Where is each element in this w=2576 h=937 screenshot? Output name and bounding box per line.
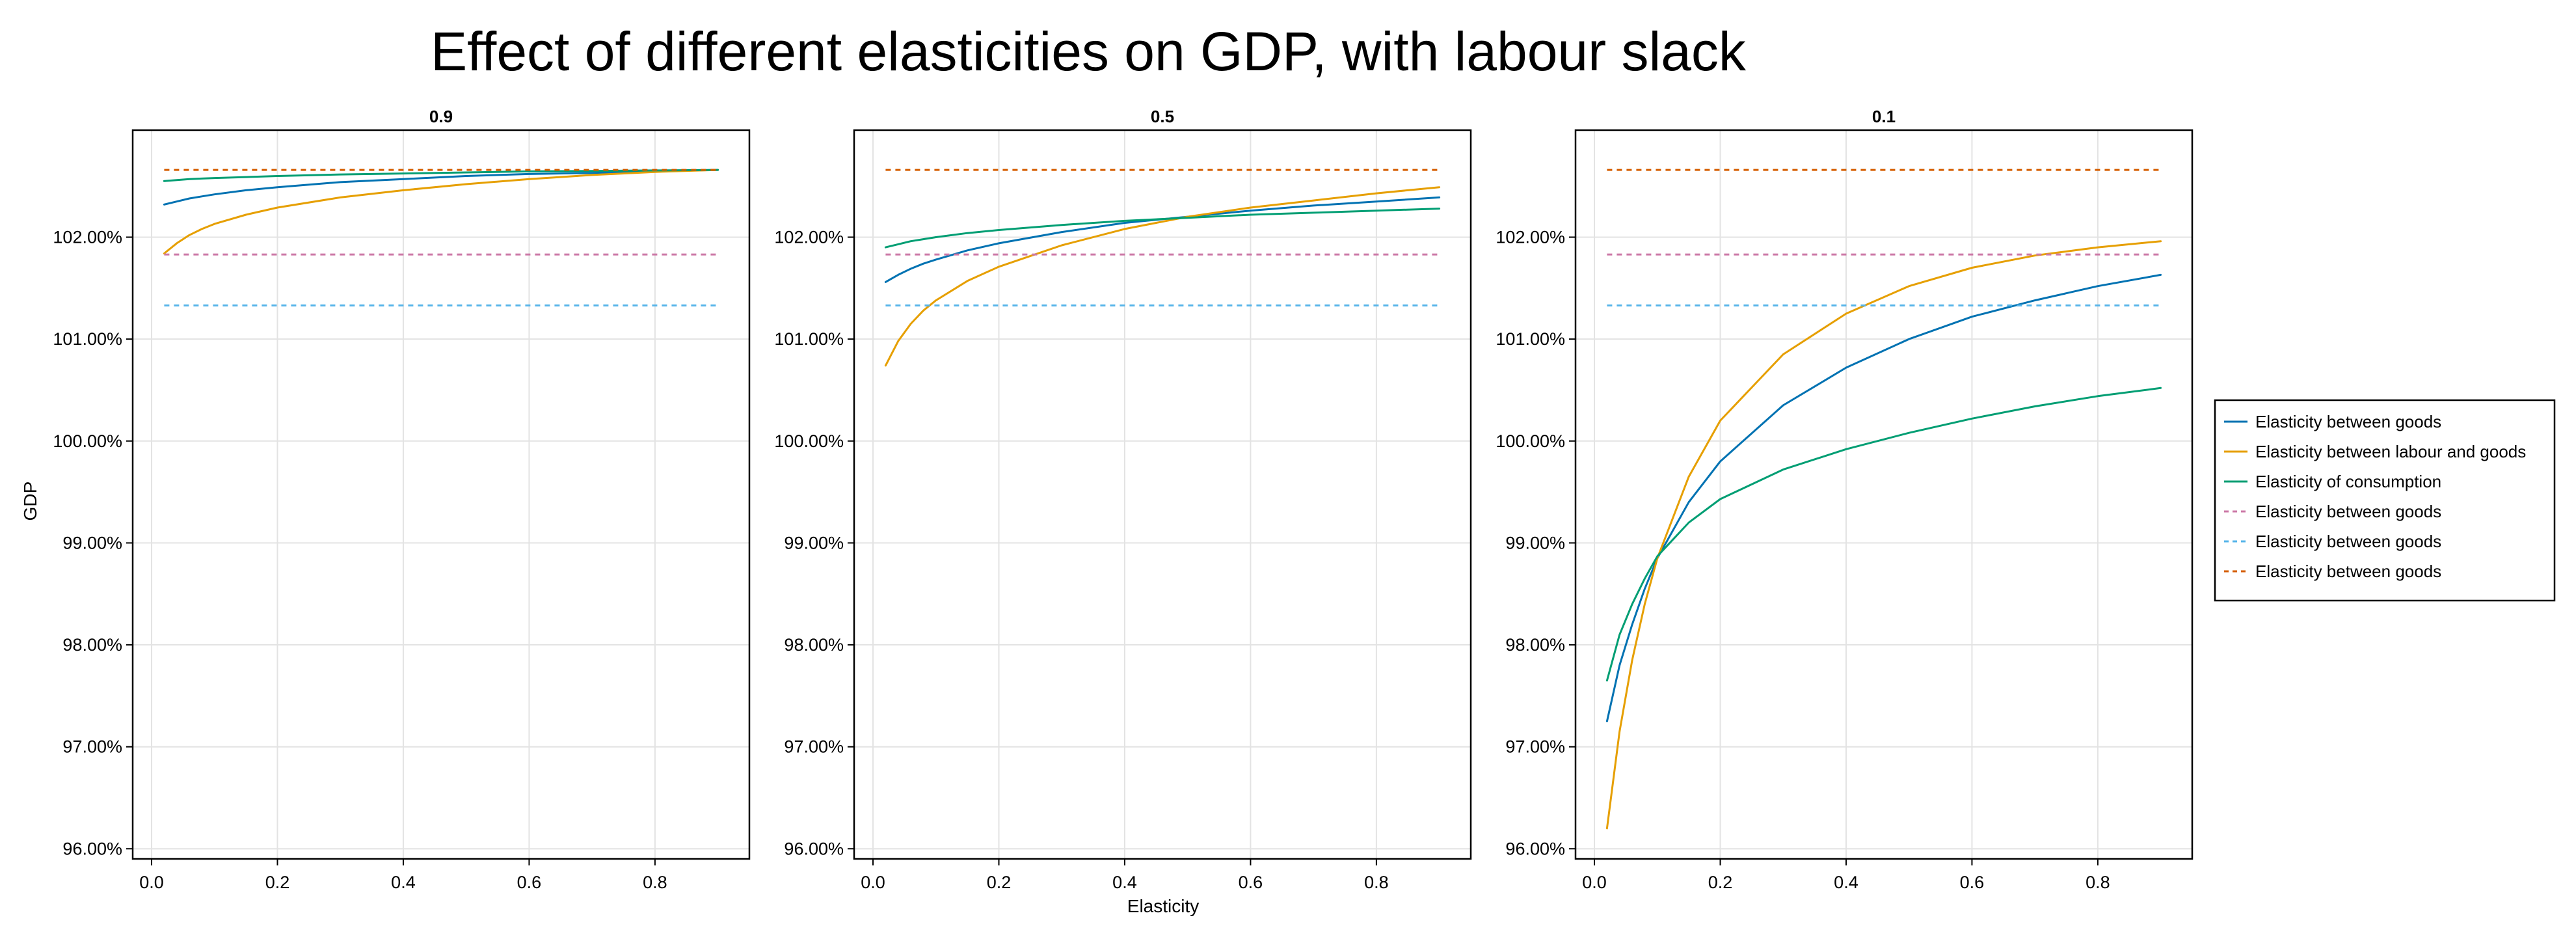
y-tick-label: 101.00% xyxy=(53,329,122,349)
y-tick-label: 99.00% xyxy=(1505,533,1565,552)
plot-frame xyxy=(131,129,751,860)
legend-box xyxy=(2214,399,2556,602)
y-tick-label: 101.00% xyxy=(1496,329,1565,349)
x-tick-label: 0.0 xyxy=(861,873,885,892)
series-line-3 xyxy=(163,169,719,182)
series-line-2 xyxy=(163,169,719,254)
series-line-1 xyxy=(163,169,719,206)
y-tick-label: 98.00% xyxy=(784,635,844,655)
panel-3: 96.00% 97.00% 98.00% 99.00% 100.00% 101.00% 10… xyxy=(1496,107,2194,892)
y-tick-label: 102.00% xyxy=(53,227,122,247)
x-tick-label: 0.6 xyxy=(517,873,542,892)
x-tick-label: 0.4 xyxy=(391,873,416,892)
x-tick-label: 0.0 xyxy=(139,873,164,892)
panel-title: 0.1 xyxy=(1872,107,1896,126)
x-tick-label: 0.6 xyxy=(1960,873,1985,892)
y-tick-label: 100.00% xyxy=(1496,431,1565,451)
legend-label: Elasticity of consumption xyxy=(2255,472,2441,491)
panel-2: 96.00% 97.00% 98.00% 99.00% 100.00% 101.00% 10… xyxy=(774,107,1472,892)
y-tick-label: 99.00% xyxy=(62,533,122,552)
y-tick-label: 98.00% xyxy=(62,635,122,655)
series-line-1 xyxy=(884,196,1441,283)
panel-title: 0.5 xyxy=(1151,107,1174,126)
x-tick-label: 0.2 xyxy=(1708,873,1733,892)
legend-label: Elasticity between goods xyxy=(2255,502,2441,521)
x-tick-label: 0.8 xyxy=(2086,873,2110,892)
y-axis-label: GDP xyxy=(20,482,40,521)
chart-title: Effect of different elasticities on GDP,… xyxy=(431,21,1747,82)
series-line-2 xyxy=(1605,240,2162,830)
legend-label: Elasticity between goods xyxy=(2255,562,2441,581)
y-tick-label: 97.00% xyxy=(62,737,122,757)
legend-label: Elasticity between goods xyxy=(2255,532,2441,551)
x-tick-label: 0.6 xyxy=(1239,873,1263,892)
x-tick-label: 0.4 xyxy=(1112,873,1137,892)
series-line-1 xyxy=(1605,273,2162,722)
y-tick-label: 98.00% xyxy=(1505,635,1565,655)
y-tick-label: 102.00% xyxy=(1496,227,1565,247)
x-tick-label: 0.4 xyxy=(1834,873,1858,892)
x-tick-label: 0.0 xyxy=(1582,873,1607,892)
x-tick-label: 0.2 xyxy=(265,873,290,892)
series-line-3 xyxy=(1605,387,2162,682)
y-tick-label: 102.00% xyxy=(774,227,844,247)
y-tick-label: 100.00% xyxy=(774,431,844,451)
x-tick-label: 0.2 xyxy=(987,873,1012,892)
y-tick-label: 99.00% xyxy=(784,533,844,552)
y-tick-label: 96.00% xyxy=(1505,839,1565,858)
y-tick-label: 96.00% xyxy=(784,839,844,858)
series-line-3 xyxy=(884,208,1441,249)
chart-panels: 96.00% 97.00% 98.00% 99.00% 100.00% 101.00% 10… xyxy=(53,107,2194,892)
plot-frame xyxy=(853,129,1472,860)
panel-title: 0.9 xyxy=(429,107,453,126)
y-tick-label: 97.00% xyxy=(784,737,844,757)
legend-label: Elasticity between goods xyxy=(2255,412,2441,431)
y-tick-label: 100.00% xyxy=(53,431,122,451)
panel-1: 96.00% 97.00% 98.00% 99.00% 100.00% 101.00% 10… xyxy=(53,107,751,892)
legend-label: Elasticity between labour and goods xyxy=(2255,442,2526,461)
plot-frame xyxy=(1574,129,2194,860)
x-axis-label: Elasticity xyxy=(1127,896,1199,916)
series-line-2 xyxy=(884,186,1441,367)
y-tick-label: 97.00% xyxy=(1505,737,1565,757)
x-tick-label: 0.8 xyxy=(1364,873,1389,892)
x-tick-label: 0.8 xyxy=(643,873,667,892)
y-tick-label: 96.00% xyxy=(62,839,122,858)
chart-legend: Elasticity between goods Elasticity betwe… xyxy=(2214,399,2556,602)
y-tick-label: 101.00% xyxy=(774,329,844,349)
